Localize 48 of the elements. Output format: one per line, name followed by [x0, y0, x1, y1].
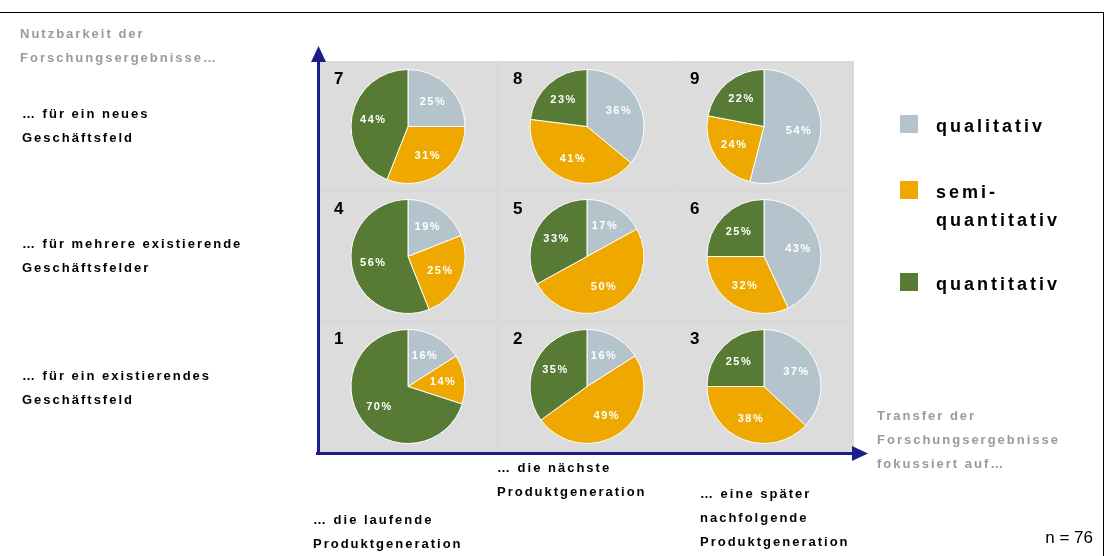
category-label: … eine später nachfolgende Produktgeneration	[700, 485, 851, 551]
chart-title: 8	[513, 69, 523, 89]
data-label: 25%	[725, 224, 753, 237]
data-label: 50%	[590, 280, 618, 293]
category-label: … die laufende Produktgeneration	[313, 511, 464, 553]
data-label: 43%	[785, 241, 812, 254]
data-label: 33%	[543, 231, 570, 244]
text: Transfer der Forschungsergebnisse fokussiert auf…	[877, 407, 1062, 473]
data-label: 36%	[605, 104, 633, 117]
data-label: 17%	[591, 219, 619, 232]
data-label: 49%	[593, 408, 621, 421]
chart-title: 7	[334, 69, 344, 89]
text: n = 76	[1045, 528, 1093, 548]
data-label: 56%	[360, 256, 387, 269]
chart-title: 3	[690, 329, 700, 349]
legend-label: qualitativ	[936, 115, 1046, 138]
data-label: 37%	[783, 365, 810, 378]
data-label: 24%	[720, 138, 748, 151]
data-label: 32%	[731, 279, 759, 292]
data-label: 25%	[725, 354, 753, 367]
category-label: … die nächste Produktgeneration	[497, 459, 648, 501]
data-label: 25%	[427, 263, 454, 276]
data-label: 31%	[414, 148, 442, 161]
category-label: … für ein existierendes Geschäftsfeld	[22, 368, 212, 407]
chart-title: 5	[513, 199, 523, 219]
data-label: 54%	[785, 123, 813, 136]
data-label: 14%	[429, 375, 457, 388]
data-label: 44%	[360, 112, 387, 125]
chart-title: 2	[513, 329, 523, 349]
data-label: 23%	[550, 93, 577, 106]
chart-title: 1	[334, 329, 344, 349]
data-label: 22%	[728, 92, 755, 105]
legend-label: quantitativ	[936, 273, 1061, 296]
data-label: 35%	[542, 363, 569, 376]
chart-title: 6	[690, 199, 700, 219]
category-label: … für ein neues Geschäftsfeld	[22, 106, 150, 145]
chart-title: 4	[334, 199, 344, 219]
data-label: 19%	[414, 220, 442, 233]
data-label: 38%	[737, 412, 765, 425]
category-label: … für mehrere existierende Geschäftsfelder	[22, 236, 243, 275]
data-label: 41%	[559, 151, 587, 164]
chart-title: 9	[690, 69, 700, 89]
legend-label: semi-quantitativ	[936, 181, 1061, 232]
data-label: 70%	[366, 400, 393, 413]
text: Nutzbarkeit der Forschungsergebnisse…	[20, 25, 220, 67]
data-label: 16%	[411, 348, 439, 361]
data-label: 16%	[590, 348, 618, 361]
data-label: 25%	[419, 94, 447, 107]
